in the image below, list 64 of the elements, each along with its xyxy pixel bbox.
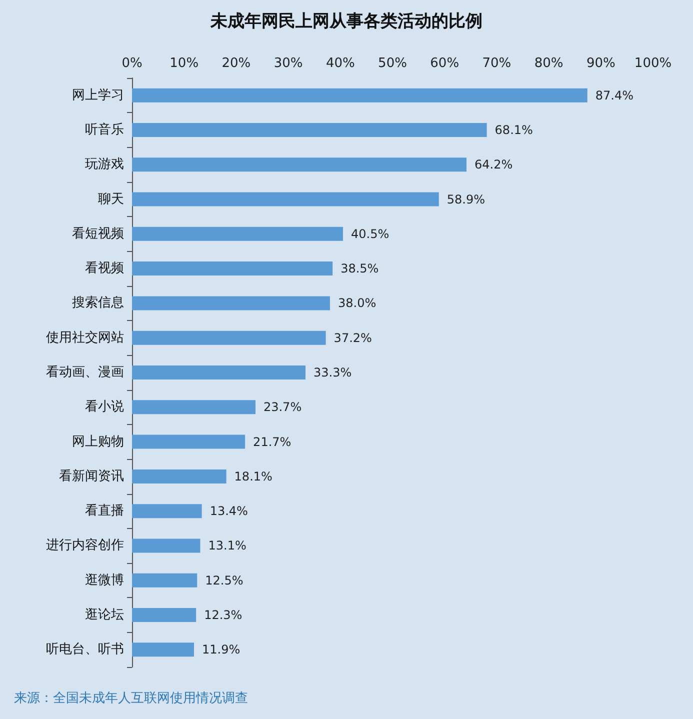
x-tick-label: 40% <box>326 56 355 71</box>
bar <box>132 434 246 449</box>
y-tick-label: 网上购物 <box>72 434 124 450</box>
x-tick-label: 20% <box>222 56 251 71</box>
bar <box>132 262 333 276</box>
bar <box>132 469 226 484</box>
data-label: 21.7% <box>253 434 292 449</box>
data-label: 38.0% <box>338 296 376 310</box>
y-tick-label: 看短视频 <box>72 226 124 242</box>
data-label: 37.2% <box>334 330 372 345</box>
y-tick-label: 玩游戏 <box>85 157 124 172</box>
y-tick-label: 使用社交网站 <box>46 329 124 346</box>
y-tick-label: 搜索信息 <box>72 296 124 311</box>
data-label: 23.7% <box>263 400 302 414</box>
y-tick-label: 看动画、漫画 <box>46 365 124 380</box>
bar <box>132 400 256 414</box>
data-label: 33.3% <box>313 366 352 380</box>
bar <box>132 608 196 622</box>
chart-title: 未成年网民上网从事各类活动的比例 <box>210 12 482 32</box>
bar <box>132 642 194 657</box>
x-tick-label: 90% <box>586 56 616 71</box>
bar <box>132 296 330 310</box>
y-tick-label: 听电台、听书 <box>46 642 124 658</box>
y-tick-label: 看小说 <box>85 400 124 415</box>
data-label: 12.5% <box>205 573 244 588</box>
data-label: 13.1% <box>208 538 246 553</box>
x-tick-label: 60% <box>430 56 460 71</box>
y-tick-label: 看新闻资讯 <box>59 468 124 484</box>
data-label: 58.9% <box>446 192 485 206</box>
data-label: 11.9% <box>202 642 240 657</box>
data-label: 38.5% <box>340 262 379 276</box>
x-tick-label: 50% <box>378 56 407 71</box>
x-tick-label: 30% <box>274 56 303 71</box>
data-label: 12.3% <box>204 608 242 622</box>
y-tick-label: 逛论坛 <box>85 608 124 623</box>
y-tick-label: 看视频 <box>85 261 124 276</box>
y-tick-label: 听音乐 <box>85 122 124 138</box>
bar <box>132 122 487 137</box>
bar <box>132 538 200 553</box>
data-label: 68.1% <box>494 122 533 137</box>
bar <box>132 573 198 588</box>
y-tick-label: 逛微博 <box>85 572 124 588</box>
y-tick-label: 看直播 <box>85 504 124 519</box>
x-tick-label: 10% <box>170 56 199 71</box>
bar <box>132 366 306 380</box>
data-label: 87.4% <box>595 88 634 102</box>
x-tick-label: 80% <box>534 56 564 71</box>
source-note: 来源：全国未成年人互联网使用情况调查 <box>14 691 248 706</box>
y-tick-label: 网上学习 <box>72 88 124 103</box>
bar <box>132 88 588 102</box>
x-tick-label: 70% <box>482 56 512 71</box>
bar <box>132 158 466 172</box>
bar <box>132 504 202 518</box>
data-label: 64.2% <box>474 158 513 172</box>
y-tick-label: 进行内容创作 <box>46 537 124 554</box>
x-tick-label: 100% <box>634 56 672 71</box>
data-label: 13.4% <box>210 504 248 518</box>
bar <box>132 192 439 206</box>
bar <box>132 226 344 241</box>
x-tick-label: 0% <box>122 56 142 71</box>
data-label: 18.1% <box>234 469 272 484</box>
y-tick-label: 聊天 <box>98 192 124 207</box>
data-label: 40.5% <box>351 226 390 241</box>
bar <box>132 330 326 345</box>
